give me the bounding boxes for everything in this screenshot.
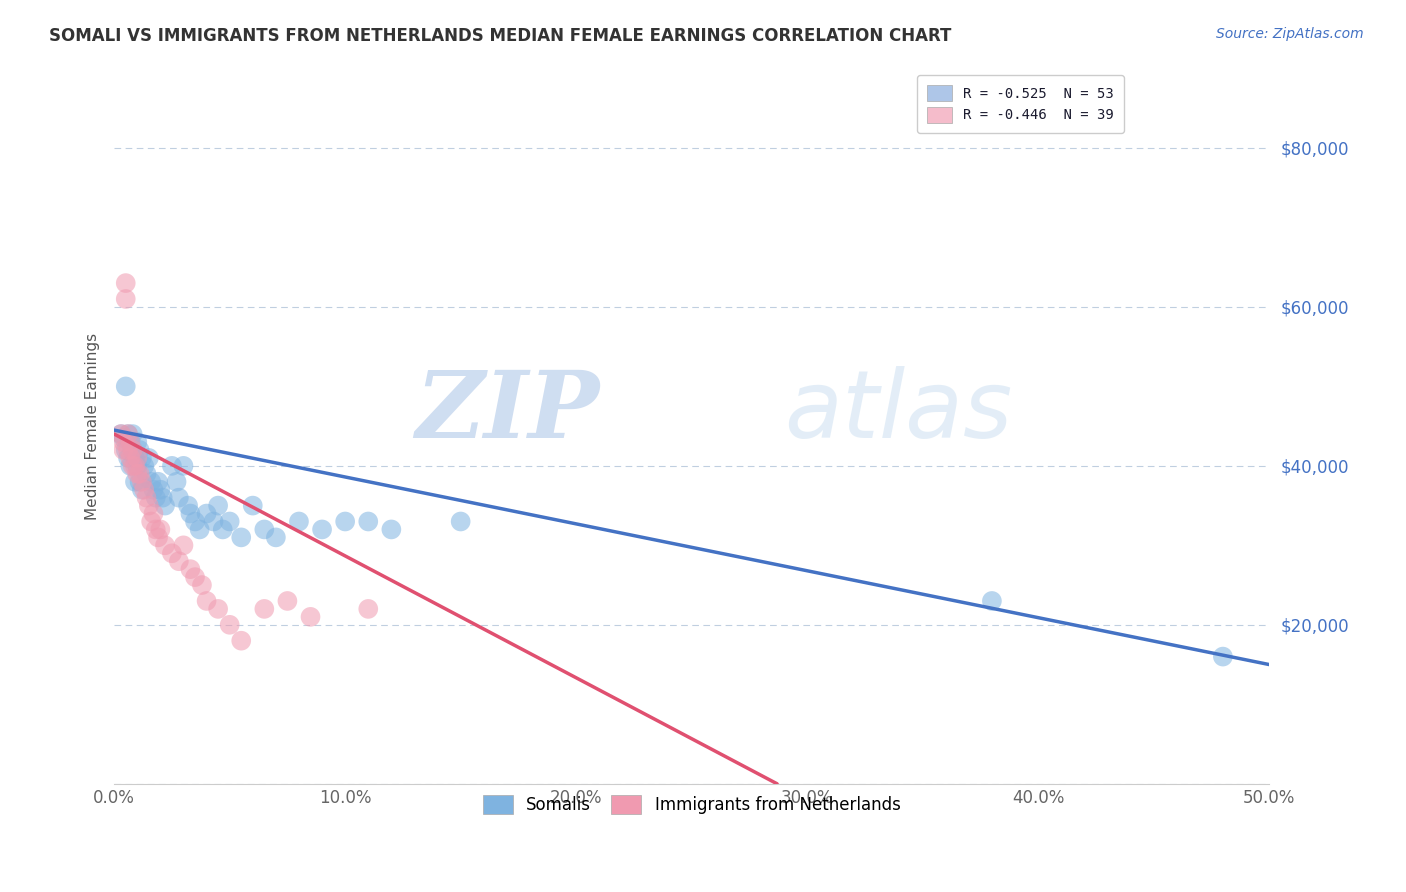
Y-axis label: Median Female Earnings: Median Female Earnings <box>86 333 100 520</box>
Point <box>231 633 253 648</box>
Point <box>117 427 139 442</box>
Point <box>135 491 157 505</box>
Point <box>120 435 142 450</box>
Point <box>380 523 402 537</box>
Point <box>146 475 169 489</box>
Text: SOMALI VS IMMIGRANTS FROM NETHERLANDS MEDIAN FEMALE EARNINGS CORRELATION CHART: SOMALI VS IMMIGRANTS FROM NETHERLANDS ME… <box>49 27 952 45</box>
Point <box>141 515 163 529</box>
Point <box>112 435 135 450</box>
Point <box>179 562 201 576</box>
Point <box>1212 649 1234 664</box>
Point <box>128 442 150 457</box>
Point <box>207 499 229 513</box>
Point <box>110 427 132 442</box>
Point <box>184 515 207 529</box>
Point <box>172 458 194 473</box>
Point <box>166 475 188 489</box>
Point <box>191 578 214 592</box>
Point <box>357 602 380 616</box>
Point <box>195 594 218 608</box>
Point <box>184 570 207 584</box>
Point <box>127 458 149 473</box>
Point <box>112 431 135 445</box>
Point <box>149 523 172 537</box>
Point <box>142 483 165 497</box>
Text: atlas: atlas <box>785 367 1012 458</box>
Point <box>135 467 157 481</box>
Point <box>242 499 264 513</box>
Point <box>145 491 167 505</box>
Point <box>138 499 160 513</box>
Point <box>357 515 380 529</box>
Point <box>142 507 165 521</box>
Point <box>114 379 136 393</box>
Point <box>141 475 163 489</box>
Point <box>121 442 143 457</box>
Point <box>202 515 225 529</box>
Point <box>980 594 1002 608</box>
Point <box>231 530 253 544</box>
Point <box>121 442 143 457</box>
Point <box>218 515 240 529</box>
Point <box>172 538 194 552</box>
Point <box>264 530 287 544</box>
Point <box>333 515 356 529</box>
Point <box>124 458 146 473</box>
Point <box>146 530 169 544</box>
Point <box>211 523 233 537</box>
Point <box>124 475 146 489</box>
Point <box>138 450 160 465</box>
Point <box>149 483 172 497</box>
Point <box>121 427 143 442</box>
Point <box>288 515 311 529</box>
Point <box>167 491 190 505</box>
Text: Source: ZipAtlas.com: Source: ZipAtlas.com <box>1216 27 1364 41</box>
Point <box>253 602 276 616</box>
Point <box>160 458 183 473</box>
Point <box>153 538 176 552</box>
Point <box>128 475 150 489</box>
Point <box>195 507 218 521</box>
Point <box>188 523 211 537</box>
Point <box>167 554 190 568</box>
Point <box>117 442 139 457</box>
Point <box>145 523 167 537</box>
Point <box>134 483 156 497</box>
Point <box>152 491 174 505</box>
Point <box>117 450 139 465</box>
Point <box>117 427 139 442</box>
Point <box>112 442 135 457</box>
Point <box>120 458 142 473</box>
Point <box>120 450 142 465</box>
Point <box>153 499 176 513</box>
Legend: Somalis, Immigrants from Netherlands: Somalis, Immigrants from Netherlands <box>471 783 912 825</box>
Point <box>253 523 276 537</box>
Point <box>121 458 143 473</box>
Point <box>131 475 153 489</box>
Point <box>218 617 240 632</box>
Point <box>311 523 333 537</box>
Point <box>120 435 142 450</box>
Point <box>124 450 146 465</box>
Point <box>450 515 472 529</box>
Point <box>128 467 150 481</box>
Point <box>127 467 149 481</box>
Point <box>131 450 153 465</box>
Point <box>299 610 322 624</box>
Point <box>127 435 149 450</box>
Point <box>114 292 136 306</box>
Point <box>131 483 153 497</box>
Point <box>177 499 200 513</box>
Point <box>179 507 201 521</box>
Point <box>134 458 156 473</box>
Point <box>114 442 136 457</box>
Point <box>207 602 229 616</box>
Text: ZIP: ZIP <box>415 367 599 457</box>
Point <box>114 276 136 290</box>
Point <box>276 594 298 608</box>
Point <box>160 546 183 560</box>
Point <box>110 427 132 442</box>
Point <box>127 450 149 465</box>
